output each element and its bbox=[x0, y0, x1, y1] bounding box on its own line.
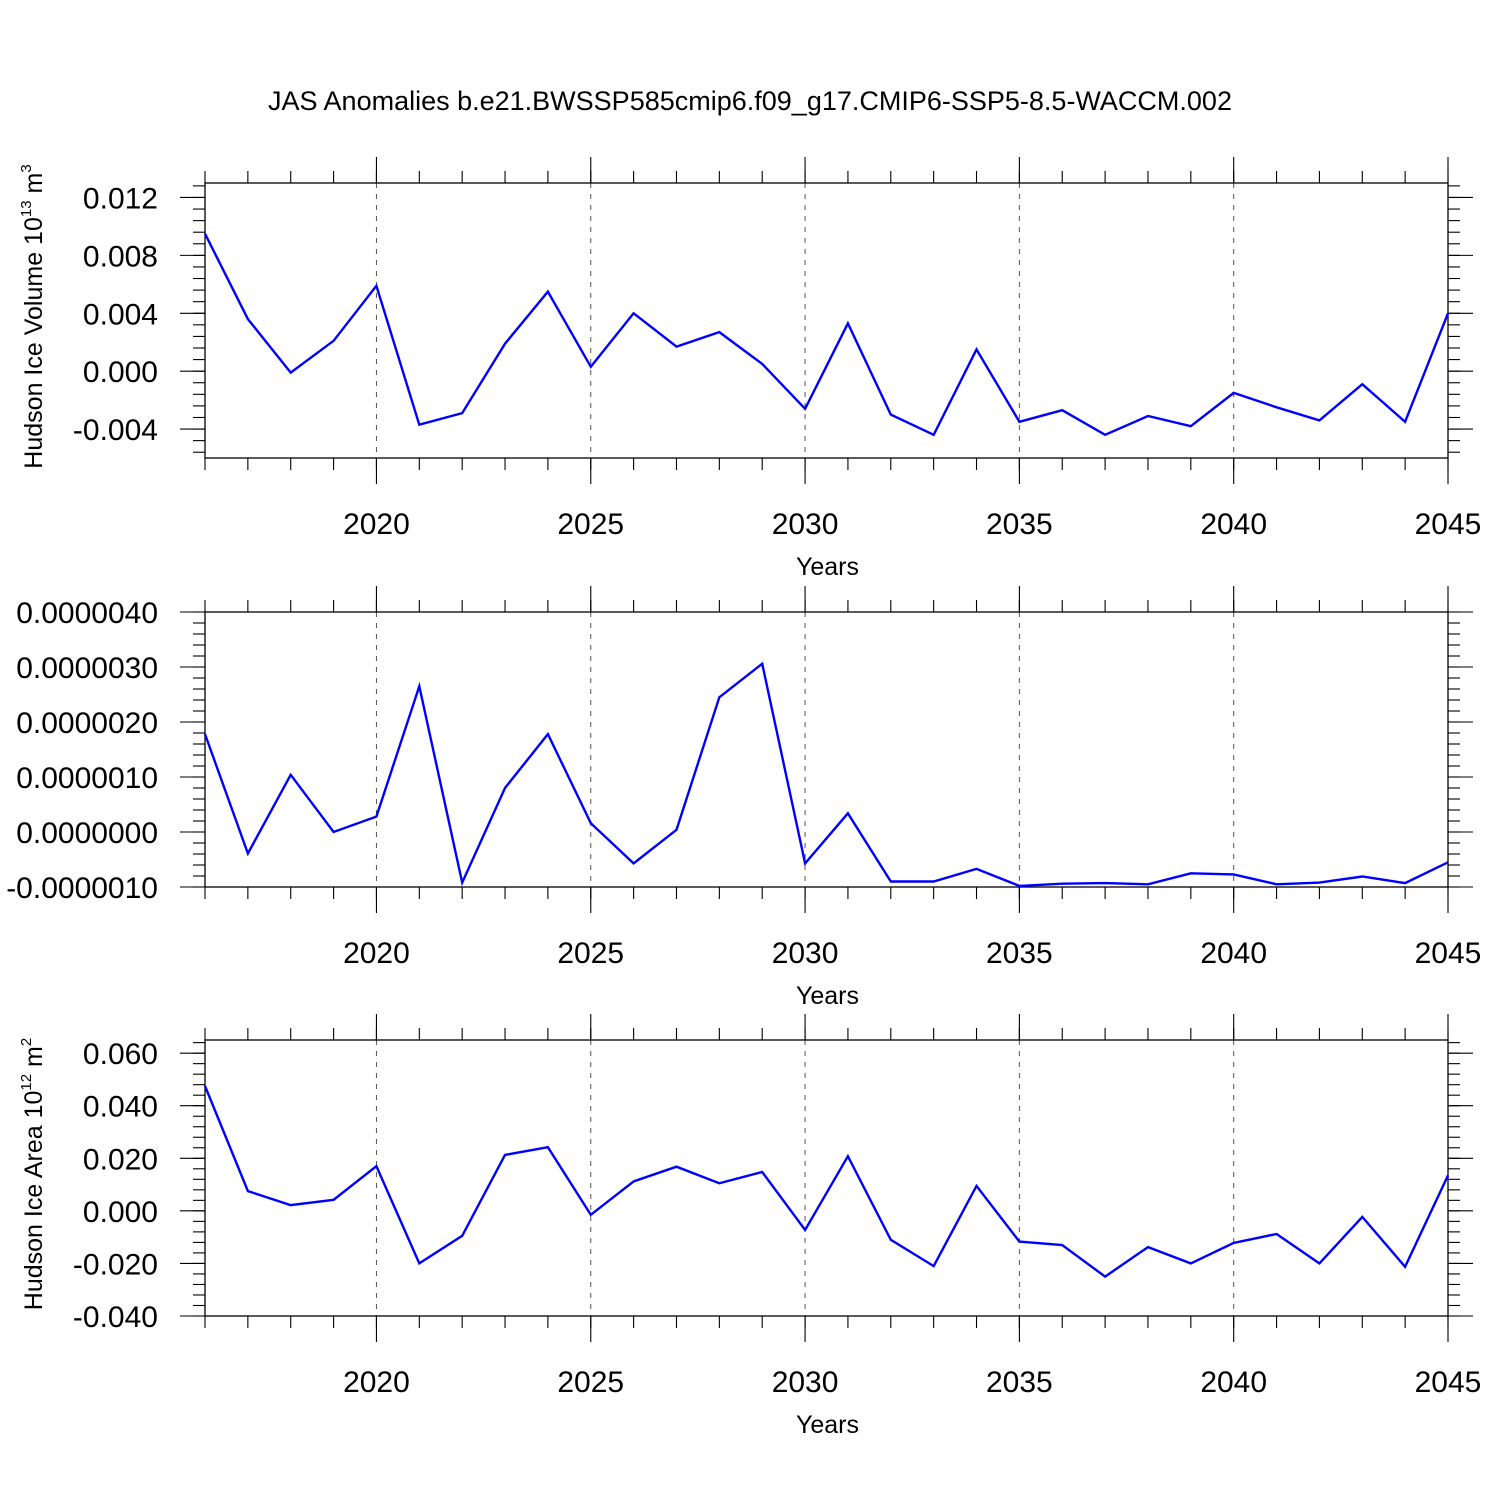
y-tick-label: 0.0000030 bbox=[16, 652, 158, 685]
x-tick-label: 2040 bbox=[1200, 1366, 1267, 1399]
y-tick-label: 0.008 bbox=[83, 240, 158, 273]
x-axis-title: Years bbox=[796, 553, 859, 581]
x-tick-label: 2035 bbox=[986, 937, 1053, 970]
panel-2: 2020 2025 2030 2035 2040 2045 -0.0000010 0.0000… bbox=[6, 586, 1481, 1010]
plot-frame bbox=[204, 182, 1449, 459]
x-tick-label: 2020 bbox=[343, 508, 410, 541]
x-tick-label: 2045 bbox=[1415, 1366, 1482, 1399]
y-tick-label: -0.004 bbox=[73, 414, 158, 447]
x-tick-label: 2020 bbox=[343, 937, 410, 970]
y-tick-label: 0.040 bbox=[83, 1091, 158, 1124]
series-line bbox=[203, 233, 1450, 437]
plot-frame bbox=[204, 1039, 1449, 1317]
x-tick-label: 2035 bbox=[986, 508, 1053, 541]
x-tick-label: 2040 bbox=[1200, 937, 1267, 970]
x-tick-label: 2025 bbox=[557, 508, 624, 541]
x-tick-label: 2025 bbox=[557, 937, 624, 970]
y-axis-title: Hudson Ice Area 1012 m2 bbox=[18, 1038, 48, 1310]
x-tick-label: 2020 bbox=[343, 1366, 410, 1399]
y-tick-label: 0.0000000 bbox=[16, 817, 158, 850]
x-tick-label: 2045 bbox=[1415, 937, 1482, 970]
y-tick-label: 0.0000040 bbox=[16, 597, 158, 630]
x-axis-title: Years bbox=[796, 982, 859, 1010]
y-tick-label: 0.020 bbox=[83, 1143, 158, 1176]
y-tick-label: -0.0000010 bbox=[6, 872, 158, 905]
y-tick-label: 0.0000010 bbox=[16, 762, 158, 795]
x-tick-label: 2030 bbox=[772, 937, 839, 970]
y-tick-label: -0.020 bbox=[73, 1248, 158, 1281]
y-tick-label: 0.012 bbox=[83, 182, 158, 215]
y-tick-label: -0.040 bbox=[73, 1301, 158, 1334]
series-line bbox=[203, 1085, 1450, 1279]
panel-1: 2020 2025 2030 2035 2040 2045 -0.004 0.000 0.004… bbox=[18, 157, 1481, 581]
x-tick-label: 2045 bbox=[1415, 508, 1482, 541]
x-tick-label: 2030 bbox=[772, 508, 839, 541]
y-tick-label: 0.0000020 bbox=[16, 707, 158, 740]
x-tick-label: 2030 bbox=[772, 1366, 839, 1399]
plot-frame bbox=[204, 611, 1449, 888]
x-axis-title: Years bbox=[796, 1411, 859, 1439]
panel-3: 2020 2025 2030 2035 2040 2045 -0.040 -0.020 0.00… bbox=[18, 1014, 1481, 1439]
x-tick-label: 2035 bbox=[986, 1366, 1053, 1399]
series-line bbox=[203, 661, 1449, 888]
y-tick-label: 0.000 bbox=[83, 356, 158, 389]
x-tick-label: 2025 bbox=[557, 1366, 624, 1399]
figure-title: JAS Anomalies b.e21.BWSSP585cmip6.f09_g1… bbox=[268, 86, 1232, 116]
y-axis-title: Hudson Ice Volume 1013 m3 bbox=[18, 164, 48, 468]
y-tick-label: 0.060 bbox=[83, 1038, 158, 1071]
x-tick-label: 2040 bbox=[1200, 508, 1267, 541]
y-tick-label: 0.000 bbox=[83, 1196, 158, 1229]
y-tick-label: 0.004 bbox=[83, 298, 158, 331]
